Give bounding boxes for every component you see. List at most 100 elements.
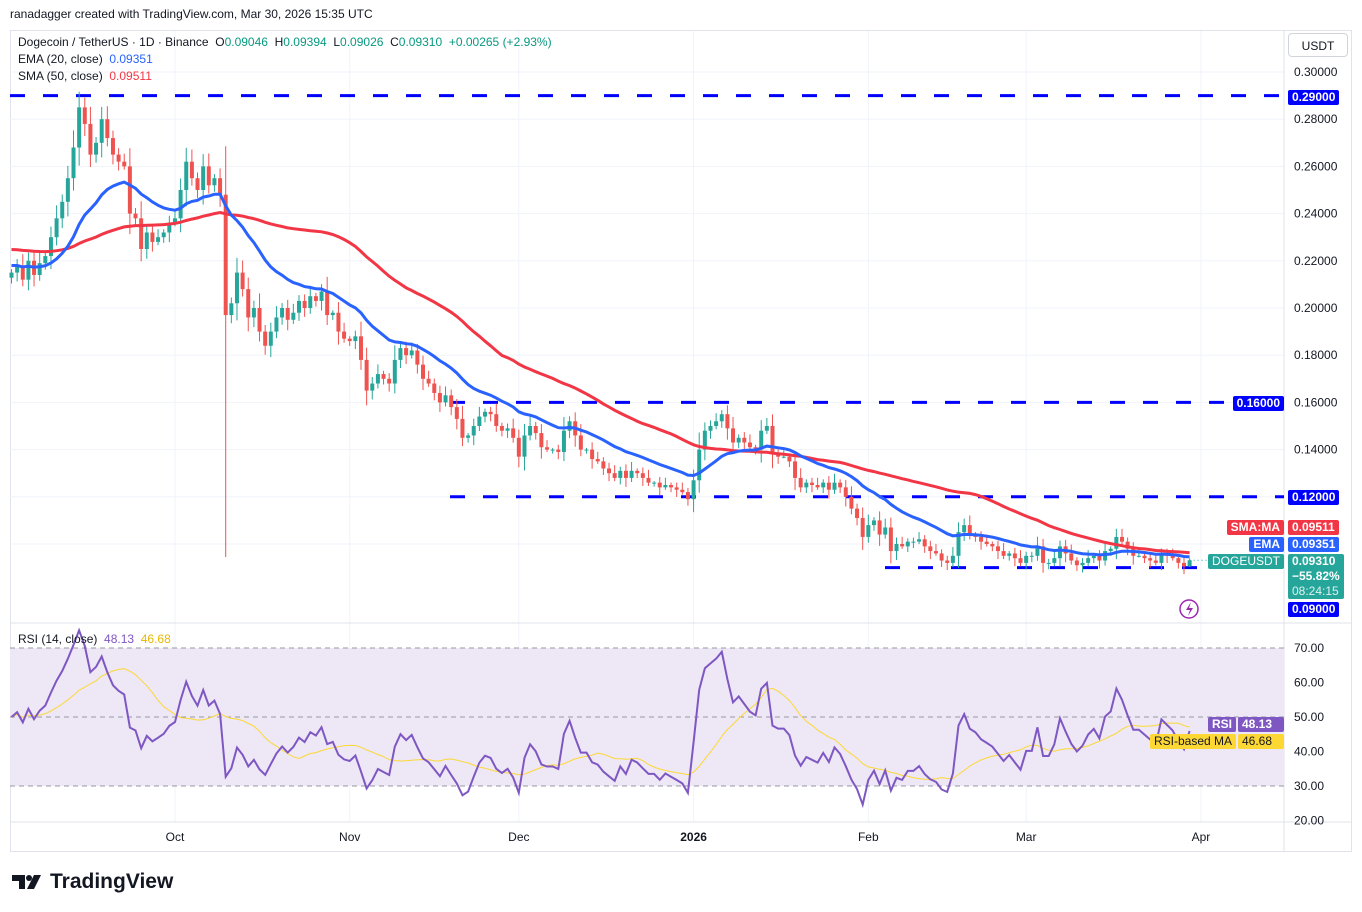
- candle-body: [1136, 555, 1141, 557]
- candle-body: [917, 539, 922, 542]
- candle-body: [669, 485, 674, 488]
- candle-body: [110, 138, 115, 155]
- candle-body: [483, 411, 488, 417]
- candle-body: [443, 395, 448, 403]
- price-tick-label: 0.26000: [1294, 159, 1338, 173]
- candle-body: [561, 430, 566, 452]
- candle-body: [460, 418, 465, 438]
- candle-body: [945, 560, 950, 563]
- high-value: 0.09394: [283, 35, 327, 49]
- candle-body: [1069, 553, 1074, 561]
- price-tick-label: 0.14000: [1294, 443, 1338, 457]
- candle-body: [240, 272, 245, 290]
- candle-body: [838, 482, 843, 488]
- sma-legend[interactable]: SMA (50, close) 0.09511: [18, 69, 152, 83]
- candle-body: [855, 508, 860, 519]
- price-tick-label: 0.20000: [1294, 301, 1338, 315]
- rsi-badge-value: 48.13: [1238, 717, 1284, 732]
- candle-body: [770, 426, 775, 455]
- candle-body: [601, 461, 606, 469]
- candle-body: [984, 541, 989, 544]
- candle-body: [1012, 553, 1017, 559]
- candle-body: [1176, 558, 1181, 563]
- symbol-name[interactable]: Dogecoin / TetherUS · 1D · Binance: [18, 35, 209, 49]
- candle-body: [71, 147, 76, 179]
- high-label: H: [274, 35, 284, 49]
- candle-body: [77, 107, 82, 148]
- candle-body: [556, 449, 561, 452]
- rsi-legend[interactable]: RSI (14, close) 48.13 46.68: [18, 632, 171, 646]
- ema-value: 0.09351: [109, 52, 153, 66]
- candle-body: [680, 489, 685, 493]
- candle-body: [849, 496, 854, 509]
- sma-label: SMA (50, close): [18, 69, 103, 83]
- candle-body: [798, 477, 803, 488]
- candle-body: [426, 378, 431, 384]
- currency-selector[interactable]: USDT: [1288, 33, 1348, 57]
- candle-body: [54, 218, 59, 238]
- candle-body: [1046, 562, 1051, 564]
- ema-legend[interactable]: EMA (20, close) 0.09351: [18, 52, 153, 66]
- candle-body: [1170, 555, 1175, 559]
- open-value: 0.09046: [224, 35, 268, 49]
- candle-body: [466, 435, 471, 438]
- candle-body: [674, 487, 679, 490]
- candle-body: [1108, 548, 1113, 552]
- candle-body: [607, 468, 612, 474]
- candle-body: [285, 308, 290, 320]
- chart-credit: ranadagger created with TradingView.com,…: [10, 7, 373, 21]
- rsi-line: [10, 627, 1191, 809]
- candle-body: [280, 308, 285, 318]
- candle-body: [105, 119, 110, 139]
- candle-body: [697, 449, 702, 481]
- change-value: +0.00265 (+2.93%): [448, 35, 552, 49]
- candle-body: [251, 308, 256, 318]
- candle-body: [325, 291, 330, 316]
- candle-body: [950, 555, 955, 563]
- candle-body: [116, 154, 121, 162]
- candle-body: [37, 263, 42, 275]
- candle-body: [967, 525, 972, 535]
- candle-body: [612, 473, 617, 478]
- tradingview-logo[interactable]: TradingView: [12, 870, 173, 894]
- candle-body: [43, 256, 48, 264]
- candle-body: [550, 449, 555, 451]
- candle-body: [477, 416, 482, 426]
- candle-body: [60, 201, 65, 219]
- candle-body: [263, 331, 268, 346]
- candle-body: [342, 331, 347, 339]
- candle-body: [144, 232, 149, 249]
- candle-body: [764, 426, 769, 431]
- candle-body: [381, 374, 386, 379]
- candle-body: [1125, 541, 1130, 549]
- candle-body: [719, 414, 724, 422]
- candle-body: [1114, 536, 1119, 549]
- close-value: 0.09310: [398, 35, 443, 49]
- candle-body: [511, 428, 516, 438]
- candle-body: [99, 119, 104, 143]
- candle-body: [663, 485, 668, 488]
- candle-body: [139, 218, 144, 249]
- candle-body: [387, 378, 392, 384]
- open-label: O: [215, 35, 225, 49]
- candle-body: [522, 435, 527, 457]
- candle-body: [150, 232, 155, 242]
- candle-body: [646, 477, 651, 483]
- candle-body: [1148, 558, 1153, 561]
- candle-body: [313, 296, 318, 301]
- price-badge-value: 0.09310: [1292, 554, 1336, 568]
- lightning-icon: [1179, 599, 1199, 619]
- symbol-legend: Dogecoin / TetherUS · 1D · Binance O0.09…: [18, 35, 552, 49]
- price-tick-label: 0.22000: [1294, 254, 1338, 268]
- candle-body: [392, 359, 397, 384]
- price-tick-label: 0.24000: [1294, 207, 1338, 221]
- candle-body: [1035, 546, 1040, 556]
- candle-body: [995, 546, 1000, 552]
- candle-body: [1142, 555, 1147, 559]
- candle-body: [590, 449, 595, 460]
- candle-body: [421, 364, 426, 379]
- candle-body: [832, 482, 837, 490]
- candle-body: [488, 411, 493, 415]
- candle-body: [26, 260, 31, 280]
